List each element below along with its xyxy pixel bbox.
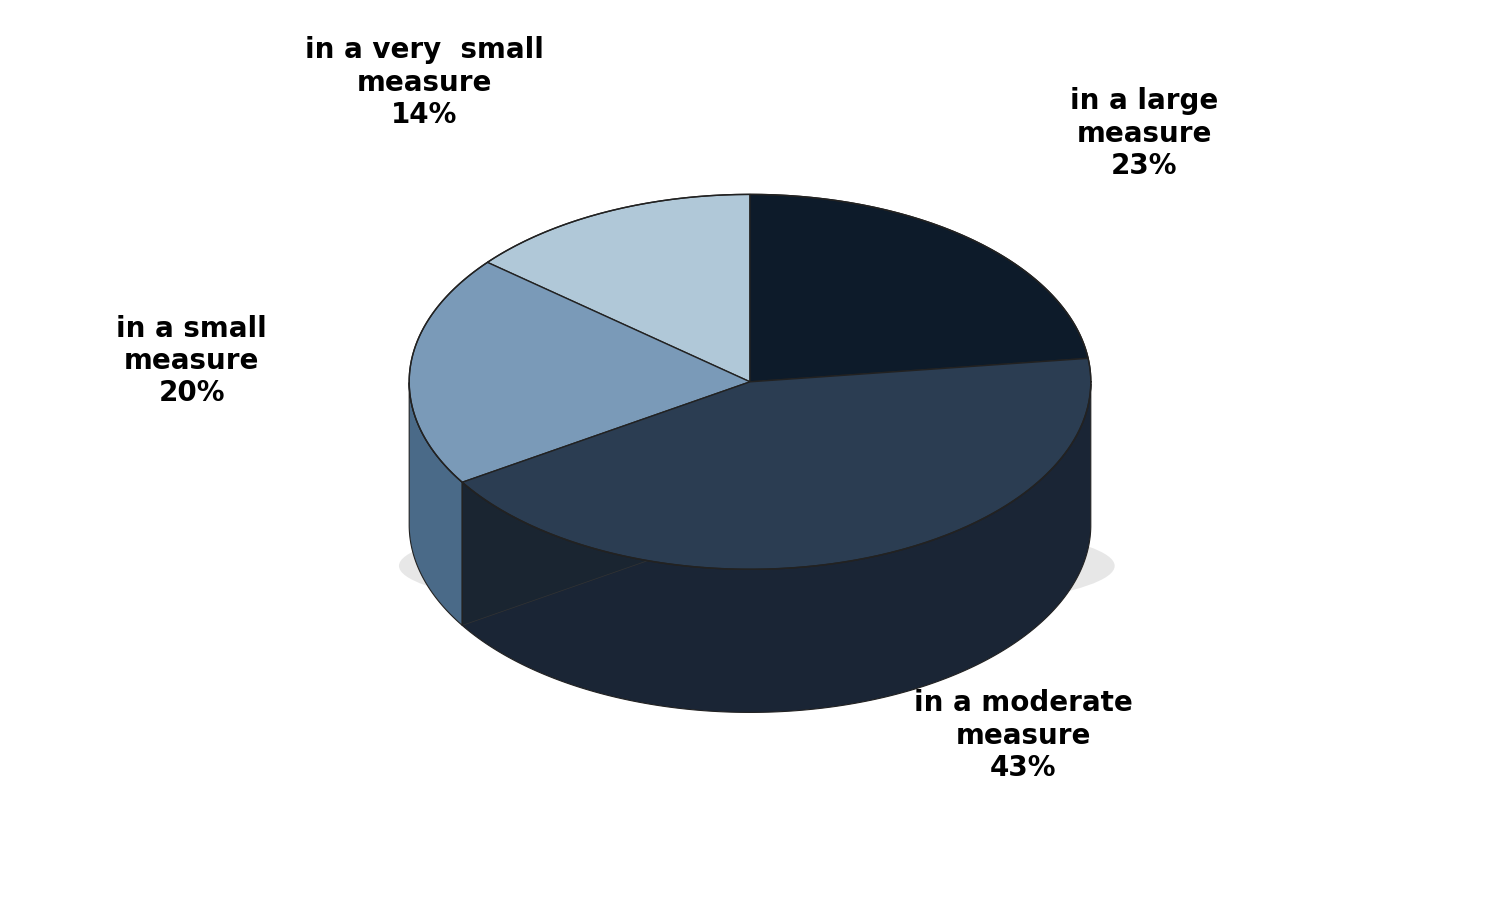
Text: in a moderate
measure
43%: in a moderate measure 43%	[914, 689, 1132, 782]
Polygon shape	[410, 382, 462, 626]
Text: in a large
measure
23%: in a large measure 23%	[1070, 87, 1218, 180]
Polygon shape	[462, 358, 1090, 570]
Text: in a small
measure
20%: in a small measure 20%	[117, 315, 267, 408]
Polygon shape	[462, 383, 1090, 713]
Text: in a very  small
measure
14%: in a very small measure 14%	[304, 36, 544, 129]
Polygon shape	[462, 382, 750, 626]
Polygon shape	[410, 263, 750, 482]
Polygon shape	[462, 382, 750, 626]
Polygon shape	[750, 194, 1088, 382]
Ellipse shape	[399, 514, 1114, 617]
Polygon shape	[488, 194, 750, 382]
